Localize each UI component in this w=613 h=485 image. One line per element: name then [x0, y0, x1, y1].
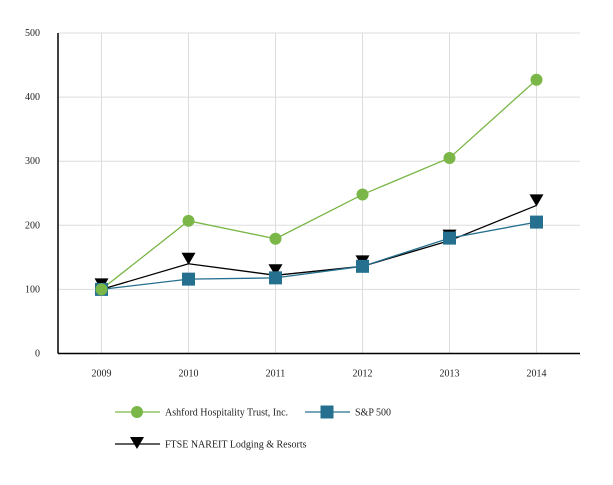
data-point-circle — [95, 283, 108, 296]
data-point-triangle-down — [181, 252, 196, 265]
series-line-triangle-down — [101, 204, 537, 291]
data-point-circle — [443, 151, 456, 164]
x-tick-label: 2013 — [440, 369, 460, 380]
data-point-circle — [530, 73, 543, 86]
data-point-triangle-down — [268, 264, 283, 277]
data-point-circle — [269, 232, 282, 245]
y-tick-label: 500 — [25, 28, 40, 39]
legend-label: FTSE NAREIT Lodging & Resorts — [165, 440, 307, 451]
y-tick-label: 0 — [35, 349, 40, 360]
data-point-square — [443, 231, 456, 245]
x-tick-label: 2010 — [179, 369, 199, 380]
y-tick-label: 300 — [25, 156, 40, 167]
x-tick-label: 2009 — [92, 369, 112, 380]
legend-marker-triangle-down — [130, 437, 144, 449]
data-point-circle — [182, 214, 195, 227]
data-point-square — [269, 271, 282, 285]
y-tick-label: 200 — [25, 220, 40, 231]
data-point-square — [530, 215, 543, 229]
legend-marker-square — [320, 405, 334, 419]
data-point-circle — [356, 188, 369, 201]
x-tick-label: 2012 — [353, 369, 373, 380]
legend-label: Ashford Hospitality Trust, Inc. — [165, 408, 288, 419]
legend-marker-circle — [131, 406, 143, 418]
y-tick-label: 400 — [25, 92, 40, 103]
y-tick-label: 100 — [25, 284, 40, 295]
data-point-square — [182, 272, 195, 286]
series-line-circle — [101, 79, 537, 290]
series-line-square — [101, 221, 537, 291]
data-point-triangle-down — [529, 194, 544, 207]
legend-label: S&P 500 — [355, 408, 391, 419]
x-tick-label: 2011 — [266, 369, 286, 380]
x-tick-label: 2014 — [527, 369, 547, 380]
data-point-square — [356, 259, 369, 273]
